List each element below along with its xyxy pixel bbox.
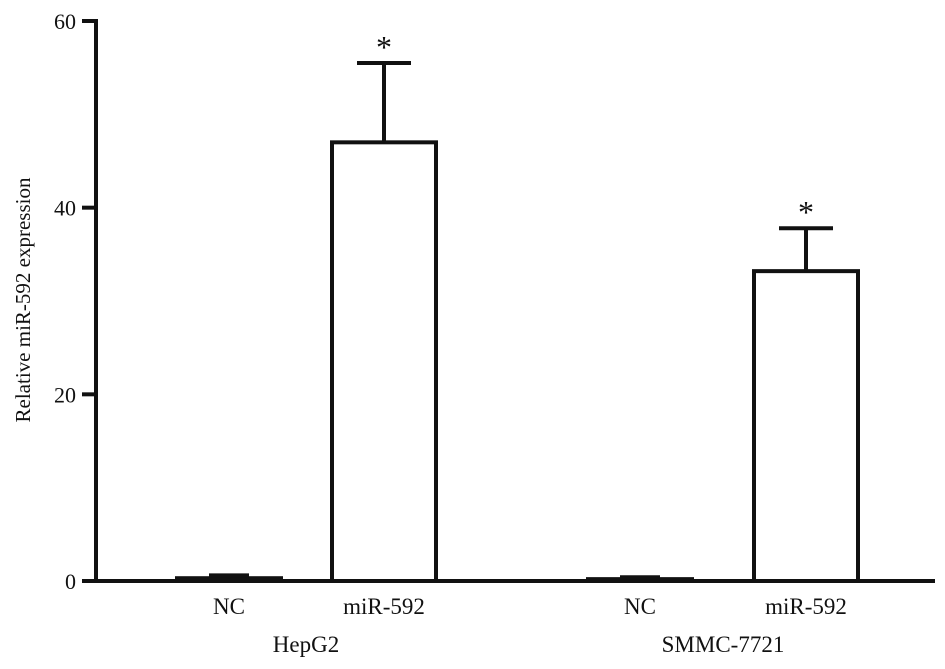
y-axis-label: Relative miR-592 expression [11,177,35,422]
y-tick-label: 20 [54,382,76,407]
bar [752,269,860,583]
y-tick-label: 0 [65,569,76,594]
significance-marker: * [798,194,814,230]
x-group-label: SMMC-7721 [662,632,785,657]
x-category-label: NC [624,594,656,619]
bar [175,576,283,584]
significance-marker: * [376,29,392,65]
y-tick-label: 40 [54,196,76,221]
x-category-label: miR-592 [765,594,847,619]
bars [175,61,860,584]
y-tick-label: 60 [54,9,76,34]
bar [586,577,694,584]
bar [330,140,438,583]
x-category-label: miR-592 [343,594,425,619]
x-category-label: NC [213,594,245,619]
labels: 0204060NC*miR-592HepG2NC*miR-592SMMC-772… [54,9,847,657]
x-group-label: HepG2 [273,632,339,657]
